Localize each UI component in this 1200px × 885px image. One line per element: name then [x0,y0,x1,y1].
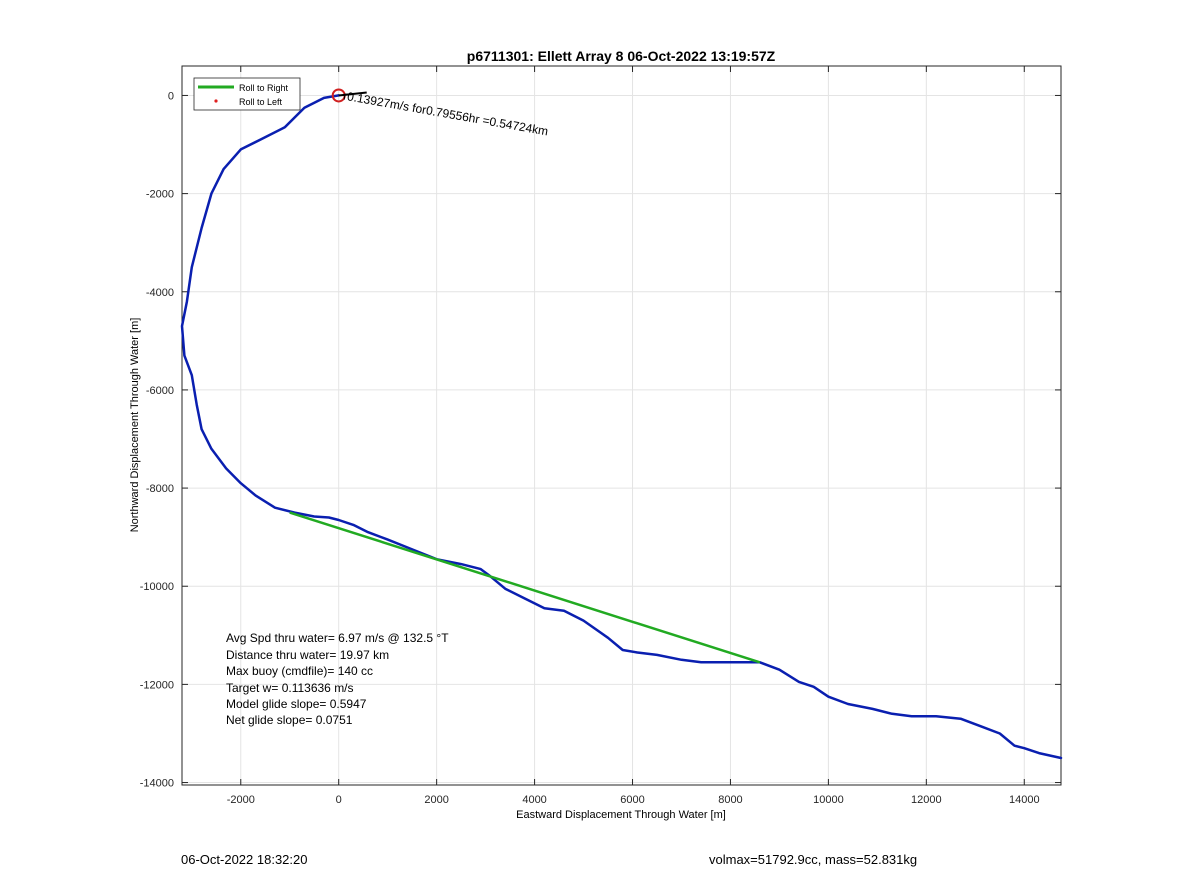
x-tick-label: 0 [336,794,342,806]
stat-model-glide: Model glide slope= 0.5947 [226,697,367,711]
x-tick-label: 4000 [522,794,546,806]
footer-volmax-mass: volmax=51792.9cc, mass=52.831kg [709,852,918,867]
stat-net-glide: Net glide slope= 0.0751 [226,713,353,727]
x-tick-label: 6000 [620,794,644,806]
y-tick-label: -6000 [146,385,174,397]
x-tick-label: 2000 [424,794,448,806]
x-tick-label: 8000 [718,794,742,806]
legend-label-roll-left: Roll to Left [239,97,283,107]
axis-ticks: -2000 0 2000 4000 6000 8000 10000 12000 14000 0 -2… [140,66,1061,806]
grid-lines [182,66,1061,785]
y-tick-label: -2000 [146,189,174,201]
stat-avg-speed: Avg Spd thru water= 6.97 m/s @ 132.5 °T [226,631,449,645]
stats-text-block: Avg Spd thru water= 6.97 m/s @ 132.5 °T … [226,631,449,727]
current-annotation: r0.13927m/s for0.79556hr =0.54724km [342,89,549,139]
legend-box [193,77,301,111]
plot-area [181,65,1062,786]
y-tick-label: -8000 [146,483,174,495]
x-tick-label: 10000 [813,794,844,806]
legend: Roll to Right Roll to Left [193,77,301,111]
legend-label-roll-right: Roll to Right [239,83,289,93]
footer-timestamp: 06-Oct-2022 18:32:20 [181,852,308,867]
x-tick-label: -2000 [227,794,255,806]
chart-title: p6711301: Ellett Array 8 06-Oct-2022 13:… [467,48,776,64]
y-tick-label: -4000 [146,287,174,299]
y-tick-label: -14000 [140,778,174,790]
series-net-line [289,511,761,664]
stat-distance: Distance thru water= 19.97 km [226,648,389,662]
series-track-line [180,94,1063,760]
y-axis-label: Northward Displacement Through Water [m] [129,318,141,533]
x-axis-label: Eastward Displacement Through Water [m] [516,809,726,821]
x-tick-label: 14000 [1009,794,1040,806]
stat-target-w: Target w= 0.113636 m/s [226,681,354,695]
y-tick-label: -12000 [140,679,174,691]
x-tick-label: 12000 [911,794,942,806]
legend-swatch-roll-left [214,99,218,103]
current-arrow [338,91,367,97]
y-tick-label: 0 [168,90,174,102]
y-tick-label: -10000 [140,581,174,593]
stat-max-buoy: Max buoy (cmdfile)= 140 cc [226,664,373,678]
